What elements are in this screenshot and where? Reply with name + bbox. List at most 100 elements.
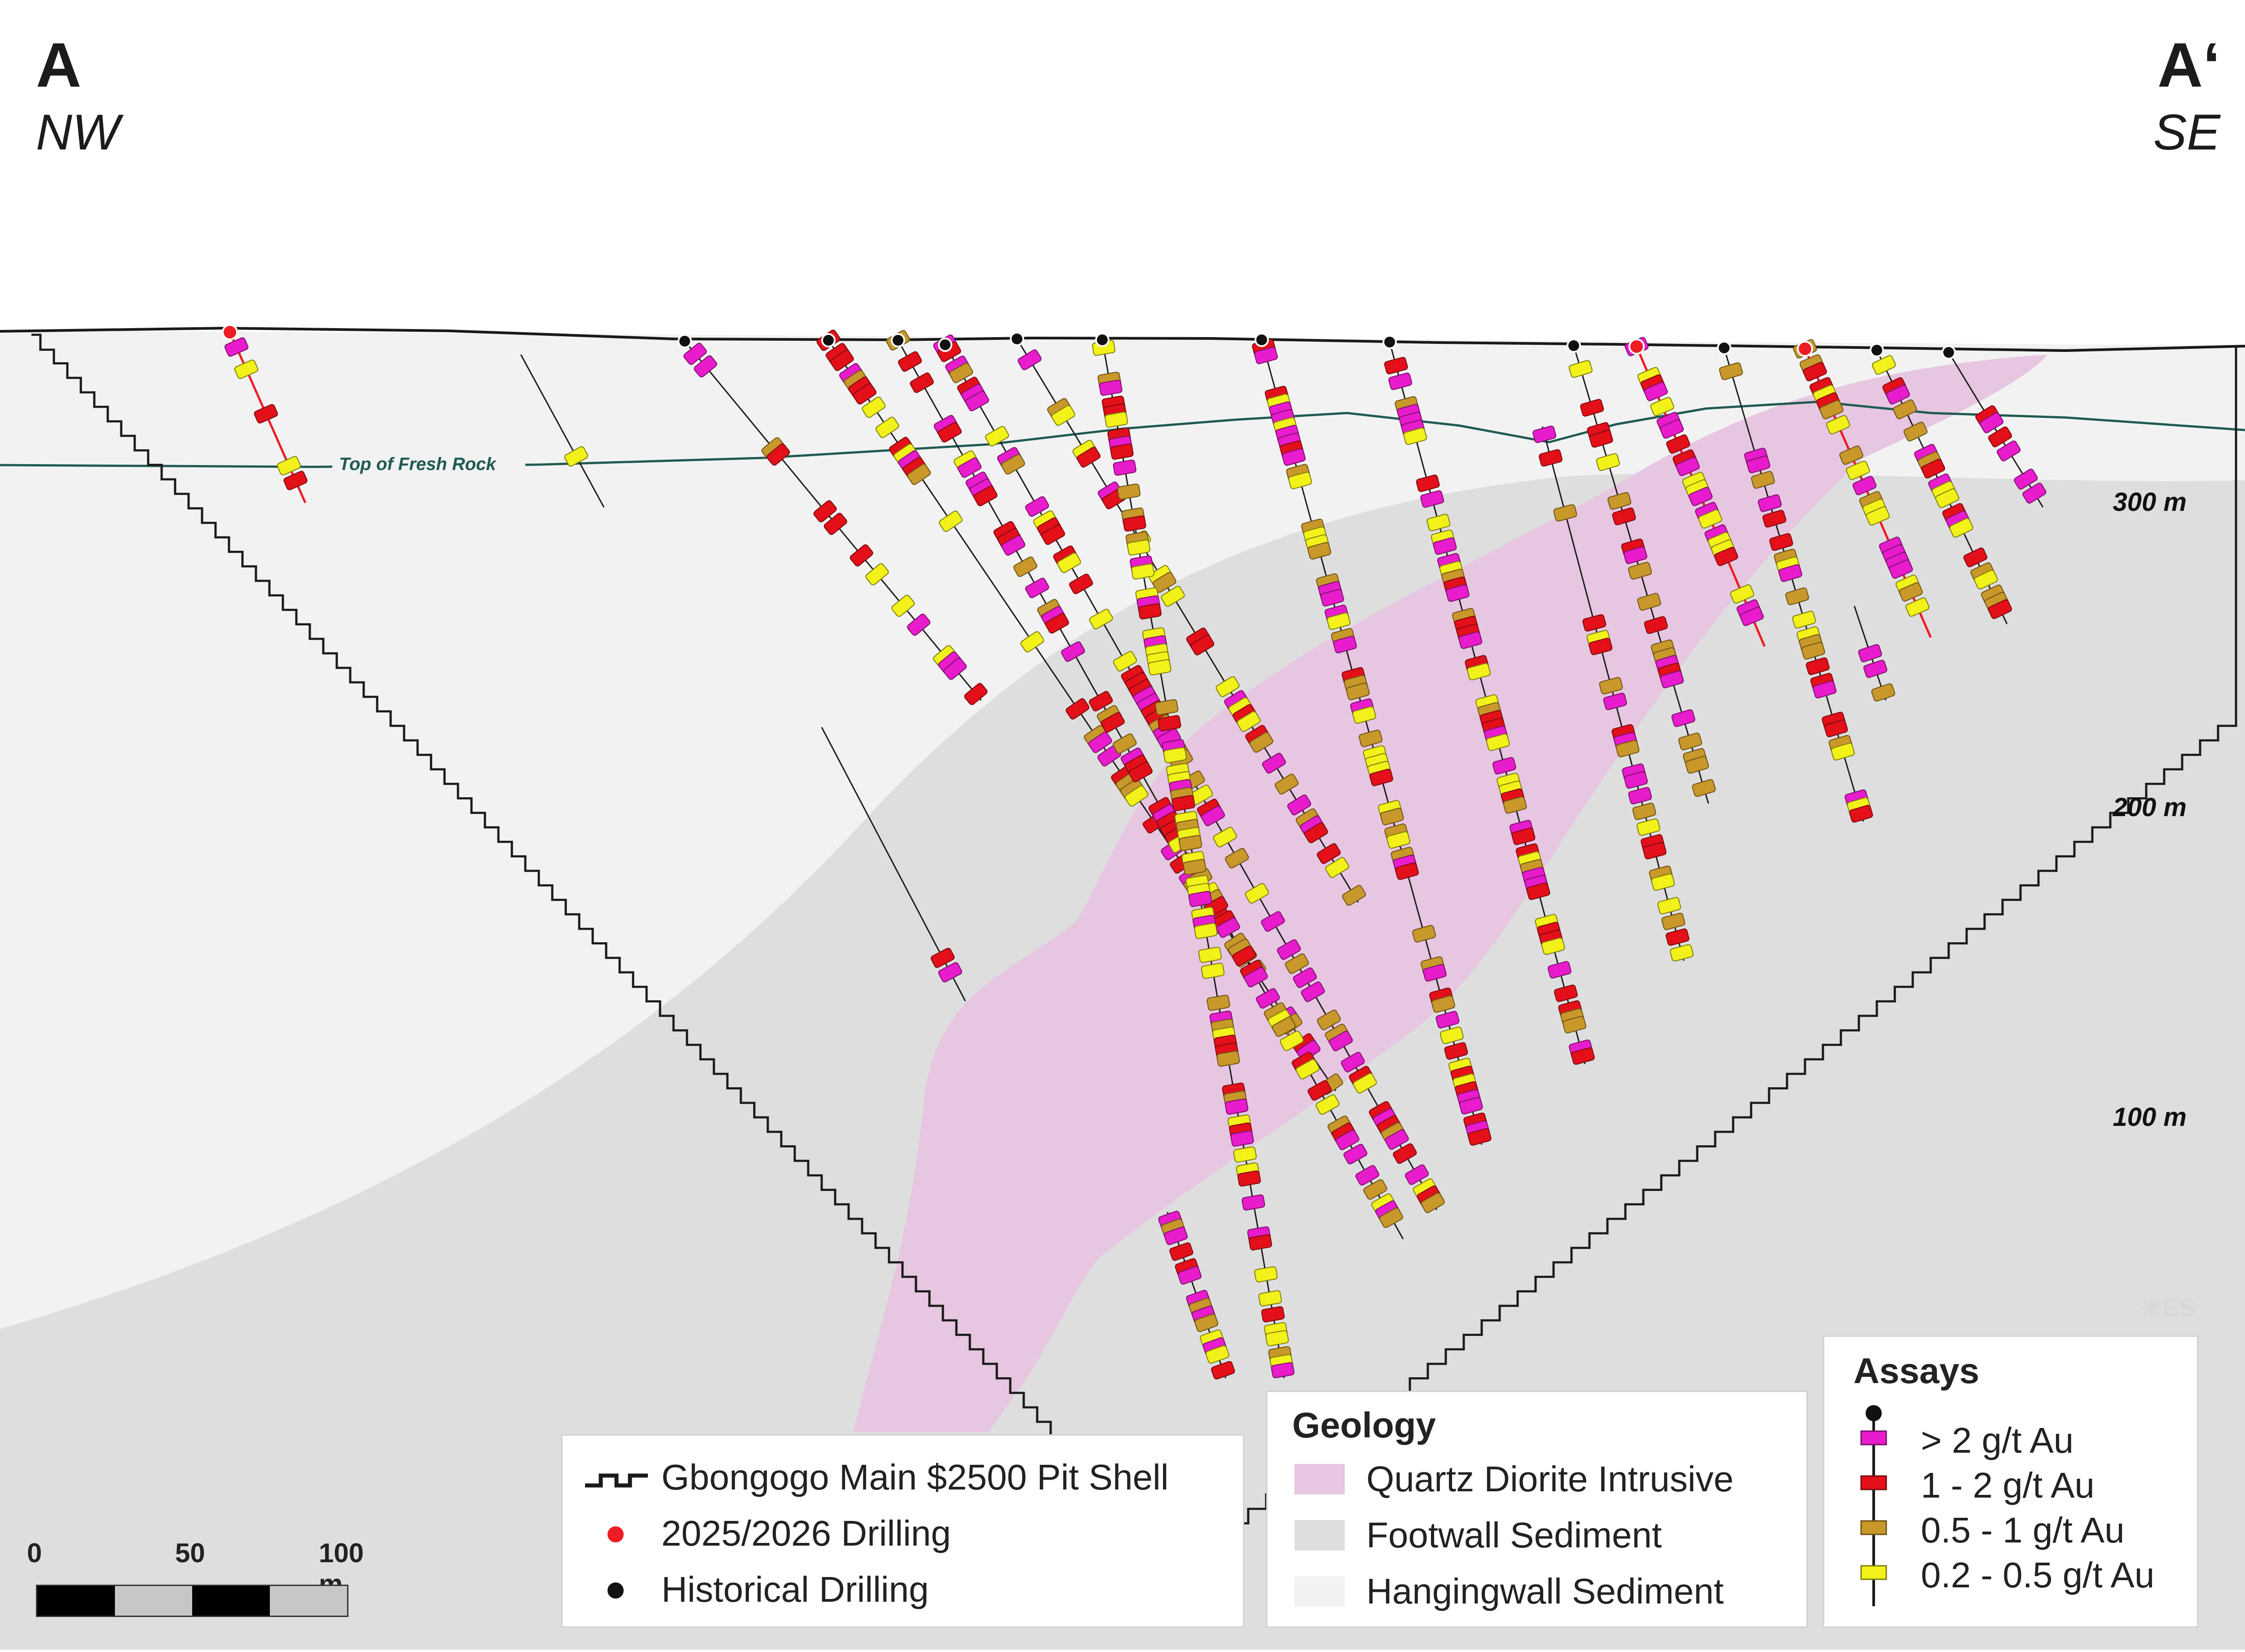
assay-interval [1224,1098,1249,1115]
assay-interval [2022,483,2047,504]
legend-assays: Assays > 2 g/t Au 1 - 2 g/t Au 0.5 - 1 g… [1823,1336,2198,1628]
assay-interval [938,962,962,983]
assay-interval [910,372,934,393]
assay-interval [1177,1266,1202,1285]
assay-interval [1262,752,1286,774]
assay-interval [1412,925,1436,943]
assay-interval [1069,573,1093,594]
assay-interval [1025,577,1049,598]
assay-interval [1326,612,1351,630]
assay-interval [766,443,790,466]
historical-drill-collar [1010,332,1024,346]
section-start-label: A NW [36,34,120,159]
elevation-label-200: 200 m [2113,793,2187,822]
pit-shell-outline [31,334,2237,1554]
assay-interval [1403,427,1427,445]
assay-interval [1596,453,1620,471]
assay-interval [1105,411,1128,428]
assay-interval [254,404,278,424]
assay-interval [1949,518,1973,538]
assay-interval [1580,399,1604,417]
section-end-direction: SE [2153,104,2220,160]
topographic-surface [0,326,2245,352]
assay-interval [1211,1361,1235,1380]
assay-interval [1858,644,1882,663]
assay-interval [930,948,955,968]
assay-interval [1369,769,1393,786]
assay-interval [1511,827,1536,845]
assay-interval [1404,1164,1429,1185]
assay-interval [1839,445,1863,465]
assay-interval [1660,419,1684,439]
assay-interval [1571,1047,1595,1065]
assay-interval [1628,562,1652,580]
assay-interval [1232,945,1256,967]
assay-interval [1433,537,1457,555]
assay-interval [1624,771,1648,789]
assay-interval [1997,440,2021,461]
assay-interval [1935,488,1959,508]
assay-interval [277,456,301,476]
assay-interval [1644,616,1668,634]
assay-interval [1636,818,1660,836]
assay-interval [1041,524,1065,545]
legend-row-pit-shell: Gbongogo Main $2500 Pit Shell [563,1451,1243,1501]
new-drill-collar [222,324,238,340]
assay-interval [1301,981,1325,1002]
assay-interval [1113,459,1136,476]
assay-interval [1265,1330,1289,1346]
assay-intervals-layer [224,330,2047,1380]
assay-interval [1831,743,1855,761]
assay-interval [875,417,899,438]
assay-interval [1201,962,1225,979]
assay-interval [1335,1129,1360,1151]
historical-drill-collar [1382,335,1397,349]
assay-interval [1295,1059,1320,1080]
assay-interval [1819,400,1844,419]
assay-interval [1256,988,1280,1009]
elevation-label-100: 100 m [2113,1103,2187,1132]
assay-interval [865,563,889,585]
assay-interval [1057,552,1081,573]
assay-interval [1051,405,1075,426]
assay-interval [1045,613,1069,634]
legend-row-hangingwall: Hangingwall Sediment [1268,1567,1806,1617]
assay-interval [1762,510,1787,528]
assay-interval [1254,1266,1278,1283]
assay-interval [1739,606,1764,626]
historical-drill-collar [891,333,905,347]
legend-geology-title: Geology [1292,1405,1436,1445]
assay-interval [1274,773,1299,795]
assay-interval [813,500,837,523]
new-drill-collar [1629,338,1645,355]
assay-interval [234,359,259,379]
assay-interval [1678,732,1702,751]
assay-interval [1237,1170,1261,1187]
legend-assays-title: Assays [1853,1351,1980,1391]
assay-interval [1582,614,1607,632]
assay-interval [1307,542,1331,560]
assay-interval [850,544,873,567]
hangingwall-swatch [1294,1576,1345,1607]
assay-interval [1341,1052,1365,1072]
assay-interval [1758,494,1782,512]
assay-interval [1272,1016,1296,1037]
assay-scale-symbol [1860,1405,1887,1606]
assay-interval [1194,923,1218,939]
assay-interval [973,486,998,506]
section-end-letter: A‘ [2157,30,2220,100]
footwall-swatch [1294,1520,1345,1551]
assay-interval [1261,911,1285,932]
assay-interval [1249,732,1273,753]
assay-interval [1271,1362,1295,1379]
assay-interval [1905,597,1930,617]
assay-interval [1261,1306,1285,1322]
assay-interval [1248,1234,1272,1251]
assay-interval [1974,570,1998,590]
assay-interval [1110,444,1134,460]
assay-interval [1061,641,1085,662]
assay-interval [1846,461,1870,480]
assay-interval [1127,539,1151,556]
assay-interval [1385,1129,1409,1150]
assay-interval [1650,397,1674,417]
